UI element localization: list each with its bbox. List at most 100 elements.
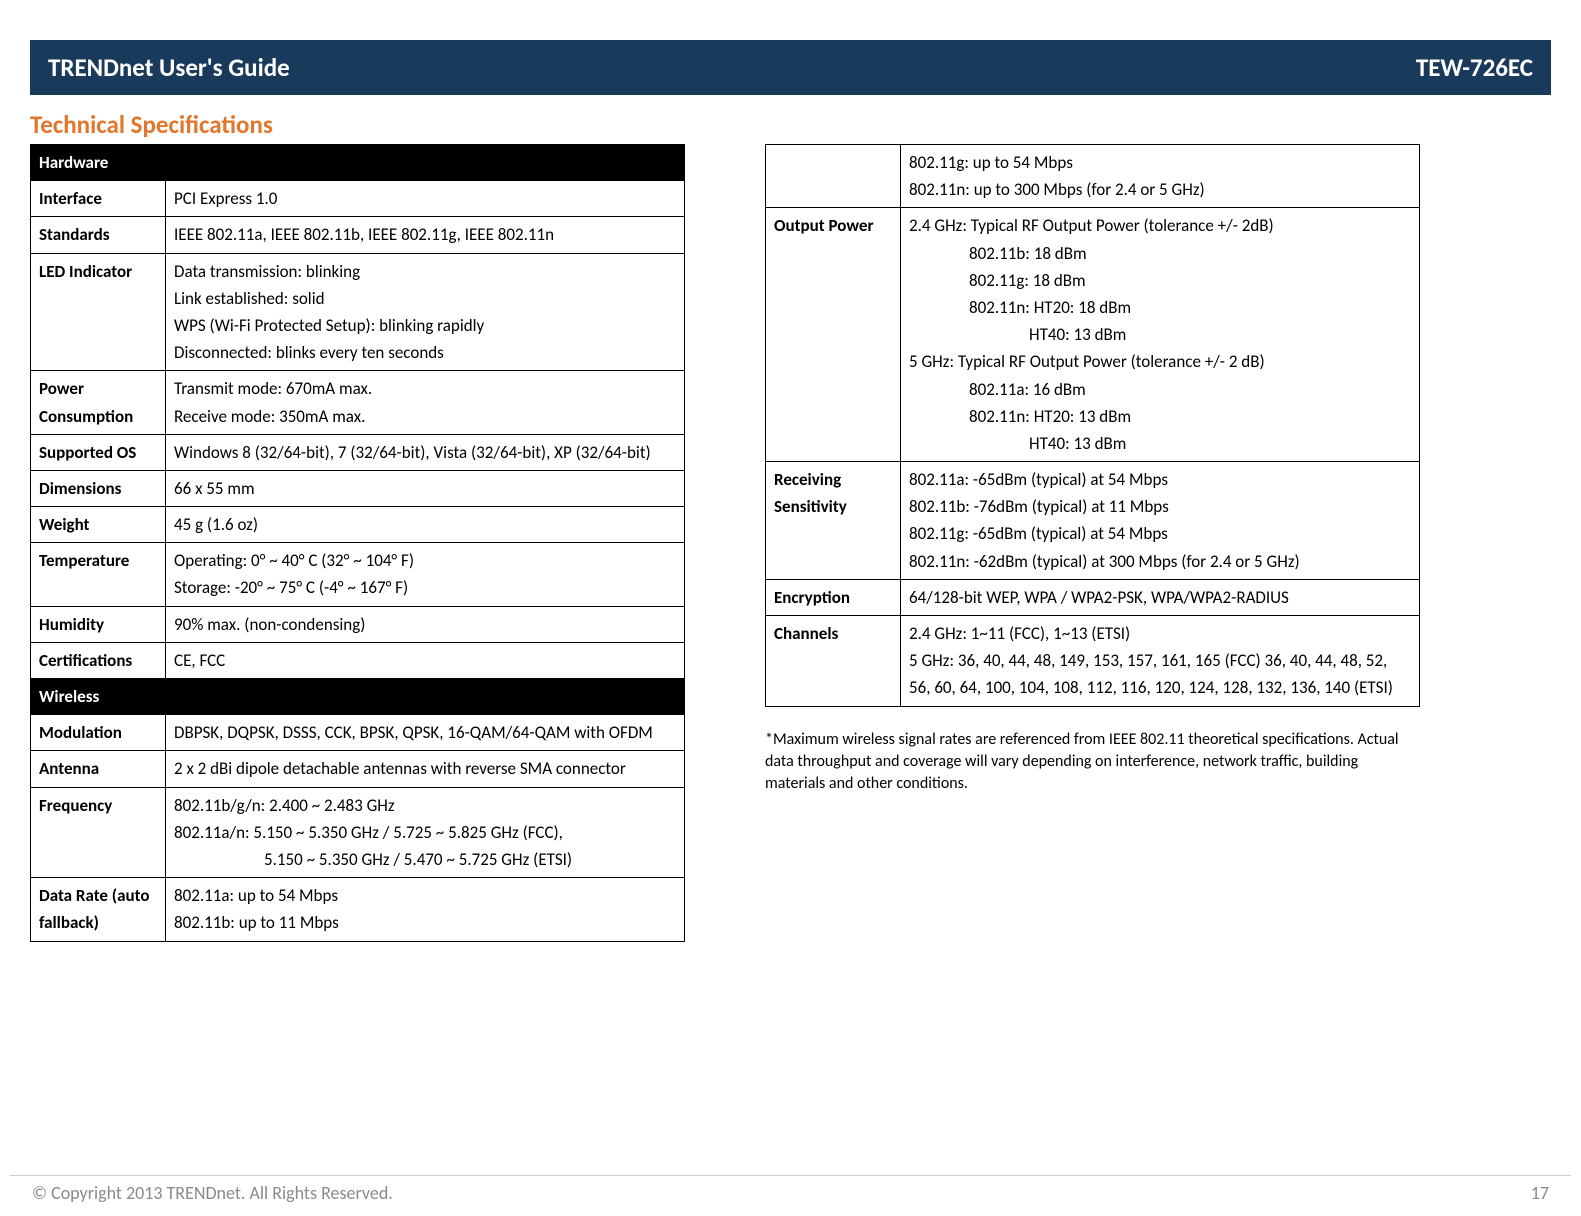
spec-line: Disconnected: blinks every ten seconds <box>174 339 676 366</box>
table-row: LED Indicator Data transmission: blinkin… <box>31 253 685 371</box>
spec-label: Supported OS <box>31 434 166 470</box>
spec-line: Operating: 0° ~ 40° C (32° ~ 104° F) <box>174 547 676 574</box>
table-row: Interface PCI Express 1.0 <box>31 181 685 217</box>
spec-line: HT40: 13 dBm <box>909 321 1411 348</box>
page-number: 17 <box>1531 1182 1549 1204</box>
spec-label: Encryption <box>766 579 901 615</box>
table-row: Frequency 802.11b/g/n: 2.400 ~ 2.483 GHz… <box>31 787 685 878</box>
table-row: 802.11g: up to 54 Mbps 802.11n: up to 30… <box>766 145 1420 208</box>
spec-line: WPS (Wi-Fi Protected Setup): blinking ra… <box>174 312 676 339</box>
table-row: Modulation DBPSK, DQPSK, DSSS, CCK, BPSK… <box>31 715 685 751</box>
spec-value: 2.4 GHz: 1~11 (FCC), 1~13 (ETSI) 5 GHz: … <box>901 616 1420 707</box>
spec-value: 90% max. (non-condensing) <box>166 606 685 642</box>
spec-value: 2 x 2 dBi dipole detachable antennas wit… <box>166 751 685 787</box>
spec-label: Humidity <box>31 606 166 642</box>
spec-value: Operating: 0° ~ 40° C (32° ~ 104° F) Sto… <box>166 543 685 606</box>
spec-value: 802.11b/g/n: 2.400 ~ 2.483 GHz 802.11a/n… <box>166 787 685 878</box>
spec-line: Receive mode: 350mA max. <box>174 403 676 430</box>
copyright: © Copyright 2013 TRENDnet. All Rights Re… <box>32 1182 393 1204</box>
table-row: Supported OS Windows 8 (32/64-bit), 7 (3… <box>31 434 685 470</box>
spec-value: 802.11g: up to 54 Mbps 802.11n: up to 30… <box>901 145 1420 208</box>
table-row: Certifications CE, FCC <box>31 642 685 678</box>
spec-value: 802.11a: -65dBm (typical) at 54 Mbps 802… <box>901 462 1420 580</box>
table-row: Weight 45 g (1.6 oz) <box>31 507 685 543</box>
spec-line: Transmit mode: 670mA max. <box>174 375 676 402</box>
spec-column-left: Hardware Interface PCI Express 1.0 Stand… <box>30 144 685 942</box>
spec-line: 802.11a: up to 54 Mbps <box>174 882 676 909</box>
spec-value: DBPSK, DQPSK, DSSS, CCK, BPSK, QPSK, 16-… <box>166 715 685 751</box>
spec-value: Transmit mode: 670mA max. Receive mode: … <box>166 371 685 434</box>
spec-line: 5 GHz: 36, 40, 44, 48, 149, 153, 157, 16… <box>909 647 1411 701</box>
doc-title: TRENDnet User's Guide <box>48 52 290 83</box>
table-row: Antenna 2 x 2 dBi dipole detachable ante… <box>31 751 685 787</box>
spec-value: IEEE 802.11a, IEEE 802.11b, IEEE 802.11g… <box>166 217 685 253</box>
spec-line: 802.11b: 18 dBm <box>909 240 1411 267</box>
spec-table-left: Hardware Interface PCI Express 1.0 Stand… <box>30 144 685 942</box>
spec-line: 5 GHz: Typical RF Output Power (toleranc… <box>909 348 1411 375</box>
spec-line: 802.11n: up to 300 Mbps (for 2.4 or 5 GH… <box>909 176 1411 203</box>
spec-label: Standards <box>31 217 166 253</box>
spec-label: Dimensions <box>31 470 166 506</box>
spec-line: 802.11a: 16 dBm <box>909 376 1411 403</box>
spec-line: 802.11a: -65dBm (typical) at 54 Mbps <box>909 466 1411 493</box>
table-row: Dimensions 66 x 55 mm <box>31 470 685 506</box>
spec-label: Antenna <box>31 751 166 787</box>
spec-value: PCI Express 1.0 <box>166 181 685 217</box>
spec-line: Data transmission: blinking <box>174 258 676 285</box>
table-row: Power Consumption Transmit mode: 670mA m… <box>31 371 685 434</box>
spec-value: 2.4 GHz: Typical RF Output Power (tolera… <box>901 208 1420 462</box>
footnote: *Maximum wireless signal rates are refer… <box>765 729 1420 796</box>
spec-label: Modulation <box>31 715 166 751</box>
spec-line: Link established: solid <box>174 285 676 312</box>
spec-line: 802.11n: HT20: 13 dBm <box>909 403 1411 430</box>
spec-value: 45 g (1.6 oz) <box>166 507 685 543</box>
table-row: Output Power 2.4 GHz: Typical RF Output … <box>766 208 1420 462</box>
spec-value: 66 x 55 mm <box>166 470 685 506</box>
table-row: Data Rate (auto fallback) 802.11a: up to… <box>31 878 685 941</box>
spec-line: 802.11g: -65dBm (typical) at 54 Mbps <box>909 520 1411 547</box>
spec-label: Certifications <box>31 642 166 678</box>
spec-value: 64/128-bit WEP, WPA / WPA2-PSK, WPA/WPA2… <box>901 579 1420 615</box>
spec-line: 5.150 ~ 5.350 GHz / 5.470 ~ 5.725 GHz (E… <box>174 846 676 873</box>
spec-label: Weight <box>31 507 166 543</box>
spec-label: LED Indicator <box>31 253 166 371</box>
spec-label: Temperature <box>31 543 166 606</box>
spec-label: Output Power <box>766 208 901 462</box>
spec-line: 802.11b/g/n: 2.400 ~ 2.483 GHz <box>174 792 676 819</box>
spec-value: Data transmission: blinking Link establi… <box>166 253 685 371</box>
page-footer: © Copyright 2013 TRENDnet. All Rights Re… <box>10 1175 1571 1204</box>
spec-value: CE, FCC <box>166 642 685 678</box>
table-row: Receiving Sensitivity 802.11a: -65dBm (t… <box>766 462 1420 580</box>
spec-table-right: 802.11g: up to 54 Mbps 802.11n: up to 30… <box>765 144 1420 707</box>
spec-label: Power Consumption <box>31 371 166 434</box>
spec-line: 802.11b: up to 11 Mbps <box>174 909 676 936</box>
table-row: Channels 2.4 GHz: 1~11 (FCC), 1~13 (ETSI… <box>766 616 1420 707</box>
spec-value: 802.11a: up to 54 Mbps 802.11b: up to 11… <box>166 878 685 941</box>
spec-line: Storage: -20° ~ 75° C (-4° ~ 167° F) <box>174 574 676 601</box>
spec-label: Channels <box>766 616 901 707</box>
table-row: Temperature Operating: 0° ~ 40° C (32° ~… <box>31 543 685 606</box>
spec-line: 2.4 GHz: 1~11 (FCC), 1~13 (ETSI) <box>909 620 1411 647</box>
spec-line: 802.11n: HT20: 18 dBm <box>909 294 1411 321</box>
table-row: Standards IEEE 802.11a, IEEE 802.11b, IE… <box>31 217 685 253</box>
section-title: Technical Specifications <box>30 105 1551 144</box>
spec-line: HT40: 13 dBm <box>909 430 1411 457</box>
spec-label: Data Rate (auto fallback) <box>31 878 166 941</box>
spec-line: 802.11a/n: 5.150 ~ 5.350 GHz / 5.725 ~ 5… <box>174 819 676 846</box>
spec-line: 802.11b: -76dBm (typical) at 11 Mbps <box>909 493 1411 520</box>
spec-line: 802.11g: 18 dBm <box>909 267 1411 294</box>
spec-label <box>766 145 901 208</box>
table-row: Humidity 90% max. (non-condensing) <box>31 606 685 642</box>
model-number: TEW-726EC <box>1416 52 1533 83</box>
spec-value: Windows 8 (32/64-bit), 7 (32/64-bit), Vi… <box>166 434 685 470</box>
spec-line: 802.11g: up to 54 Mbps <box>909 149 1411 176</box>
spec-line: 2.4 GHz: Typical RF Output Power (tolera… <box>909 212 1411 239</box>
wireless-header: Wireless <box>31 679 685 715</box>
document-header: TRENDnet User's Guide TEW-726EC <box>30 40 1551 95</box>
spec-column-right: 802.11g: up to 54 Mbps 802.11n: up to 30… <box>765 144 1420 942</box>
spec-line: 802.11n: -62dBm (typical) at 300 Mbps (f… <box>909 548 1411 575</box>
spec-label: Interface <box>31 181 166 217</box>
spec-label: Receiving Sensitivity <box>766 462 901 580</box>
spec-label: Frequency <box>31 787 166 878</box>
table-row: Encryption 64/128-bit WEP, WPA / WPA2-PS… <box>766 579 1420 615</box>
